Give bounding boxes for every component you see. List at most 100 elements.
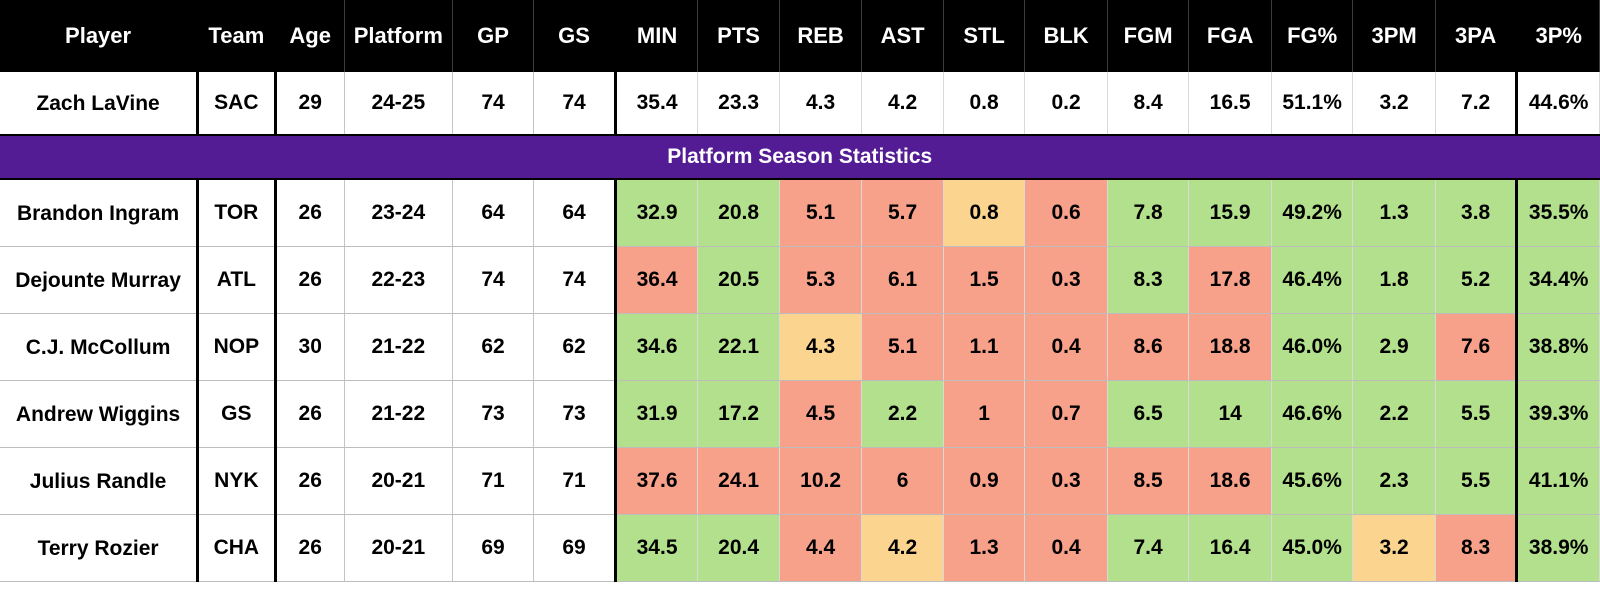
header-gp: GP xyxy=(452,0,535,72)
header-row: Player Team Age Platform GP GS MIN PTS REB AST STL… xyxy=(0,0,1600,72)
player-gp: 64 xyxy=(452,179,535,247)
player-stat-3pm: 2.9 xyxy=(1352,313,1436,381)
subject-name: Zach LaVine xyxy=(0,72,200,136)
player-stat-blk: 0.7 xyxy=(1024,380,1108,448)
player-stat-3pa: 5.5 xyxy=(1435,447,1518,515)
player-stat-3pm: 1.3 xyxy=(1352,179,1436,247)
player-stat-stl: 0.8 xyxy=(943,179,1026,247)
header-stl: STL xyxy=(943,0,1026,72)
subject-gs: 74 xyxy=(533,72,617,136)
player-stat-3p-pct: 41.1% xyxy=(1515,447,1600,515)
player-stat-fgm: 7.8 xyxy=(1107,179,1190,247)
player-gp: 71 xyxy=(452,447,535,515)
header-reb: REB xyxy=(779,0,863,72)
player-age: 26 xyxy=(275,514,345,582)
player-stat-min: 32.9 xyxy=(615,179,699,247)
player-gp: 62 xyxy=(452,313,535,381)
player-gs: 64 xyxy=(533,179,617,247)
player-row: Andrew Wiggins GS 26 21-22 73 73 31.9 17.2 4.5 2.… xyxy=(0,380,1600,448)
player-stat-pts: 17.2 xyxy=(697,380,780,448)
player-stat-blk: 0.3 xyxy=(1024,246,1108,314)
subject-gp: 74 xyxy=(452,72,535,136)
header-age: Age xyxy=(275,0,345,72)
player-row: Dejounte Murray ATL 26 22-23 74 74 36.4 20.5 5.3… xyxy=(0,246,1600,314)
header-team: Team xyxy=(197,0,277,72)
player-stat-3pa: 7.6 xyxy=(1435,313,1518,381)
player-stat-reb: 4.5 xyxy=(779,380,863,448)
player-team: NOP xyxy=(197,313,277,381)
header-blk: BLK xyxy=(1024,0,1108,72)
player-stat-min: 37.6 xyxy=(615,447,699,515)
player-stat-ast: 5.7 xyxy=(861,179,944,247)
header-fgm: FGM xyxy=(1107,0,1190,72)
player-stat-fga: 18.8 xyxy=(1188,313,1272,381)
player-stat-stl: 1.1 xyxy=(943,313,1026,381)
player-stat-3p-pct: 38.9% xyxy=(1515,514,1600,582)
player-stat-blk: 0.6 xyxy=(1024,179,1108,247)
header-3pm: 3PM xyxy=(1352,0,1436,72)
banner-row: Platform Season Statistics xyxy=(0,135,1600,180)
player-stat-fga: 17.8 xyxy=(1188,246,1272,314)
player-stat-fgm: 8.6 xyxy=(1107,313,1190,381)
player-stat-stl: 1 xyxy=(943,380,1026,448)
player-stat-fgm: 8.3 xyxy=(1107,246,1190,314)
player-age: 26 xyxy=(275,447,345,515)
player-stat-pts: 20.8 xyxy=(697,179,780,247)
player-platform: 22-23 xyxy=(344,246,453,314)
player-stat-reb: 10.2 xyxy=(779,447,863,515)
player-gs: 73 xyxy=(533,380,617,448)
subject-stat-ast: 4.2 xyxy=(861,72,944,136)
player-name: Andrew Wiggins xyxy=(0,380,200,448)
player-name: C.J. McCollum xyxy=(0,313,200,381)
player-name: Dejounte Murray xyxy=(0,246,200,314)
header-platform: Platform xyxy=(344,0,453,72)
player-stat-min: 34.6 xyxy=(615,313,699,381)
header-fg-pct: FG% xyxy=(1271,0,1354,72)
player-stat-min: 31.9 xyxy=(615,380,699,448)
player-stat-reb: 4.4 xyxy=(779,514,863,582)
player-name: Terry Rozier xyxy=(0,514,200,582)
player-stat-fga: 14 xyxy=(1188,380,1272,448)
player-stat-ast: 2.2 xyxy=(861,380,944,448)
player-stat-fgm: 7.4 xyxy=(1107,514,1190,582)
player-stat-pts: 24.1 xyxy=(697,447,780,515)
player-stat-3pm: 3.2 xyxy=(1352,514,1436,582)
header-player: Player xyxy=(0,0,200,72)
header-min: MIN xyxy=(615,0,699,72)
player-stat-fg-pct: 46.4% xyxy=(1271,246,1354,314)
player-stat-min: 36.4 xyxy=(615,246,699,314)
player-gp: 69 xyxy=(452,514,535,582)
subject-age: 29 xyxy=(275,72,345,136)
subject-stat-reb: 4.3 xyxy=(779,72,863,136)
player-stat-3p-pct: 34.4% xyxy=(1515,246,1600,314)
player-stat-reb: 5.3 xyxy=(779,246,863,314)
player-stat-3p-pct: 39.3% xyxy=(1515,380,1600,448)
player-stat-3pa: 8.3 xyxy=(1435,514,1518,582)
player-stat-ast: 6 xyxy=(861,447,944,515)
subject-stat-min: 35.4 xyxy=(615,72,699,136)
player-stat-ast: 6.1 xyxy=(861,246,944,314)
subject-stat-fg-pct: 51.1% xyxy=(1271,72,1354,136)
player-age: 26 xyxy=(275,246,345,314)
player-stat-fg-pct: 46.6% xyxy=(1271,380,1354,448)
player-stat-fgm: 6.5 xyxy=(1107,380,1190,448)
player-platform: 20-21 xyxy=(344,447,453,515)
player-gp: 74 xyxy=(452,246,535,314)
player-row: Julius Randle NYK 26 20-21 71 71 37.6 24.1 10.2 6… xyxy=(0,447,1600,515)
player-age: 26 xyxy=(275,380,345,448)
player-stat-3pa: 3.8 xyxy=(1435,179,1518,247)
player-stat-fg-pct: 49.2% xyxy=(1271,179,1354,247)
header-pts: PTS xyxy=(697,0,780,72)
player-row: Brandon Ingram TOR 26 23-24 64 64 32.9 20.8 5.1 5… xyxy=(0,179,1600,247)
player-team: CHA xyxy=(197,514,277,582)
player-stat-3pm: 2.3 xyxy=(1352,447,1436,515)
player-platform: 23-24 xyxy=(344,179,453,247)
subject-stat-fgm: 8.4 xyxy=(1107,72,1190,136)
subject-stat-3pm: 3.2 xyxy=(1352,72,1436,136)
player-platform: 21-22 xyxy=(344,313,453,381)
subject-team: SAC xyxy=(197,72,277,136)
player-gs: 71 xyxy=(533,447,617,515)
player-team: NYK xyxy=(197,447,277,515)
player-stat-blk: 0.4 xyxy=(1024,514,1108,582)
